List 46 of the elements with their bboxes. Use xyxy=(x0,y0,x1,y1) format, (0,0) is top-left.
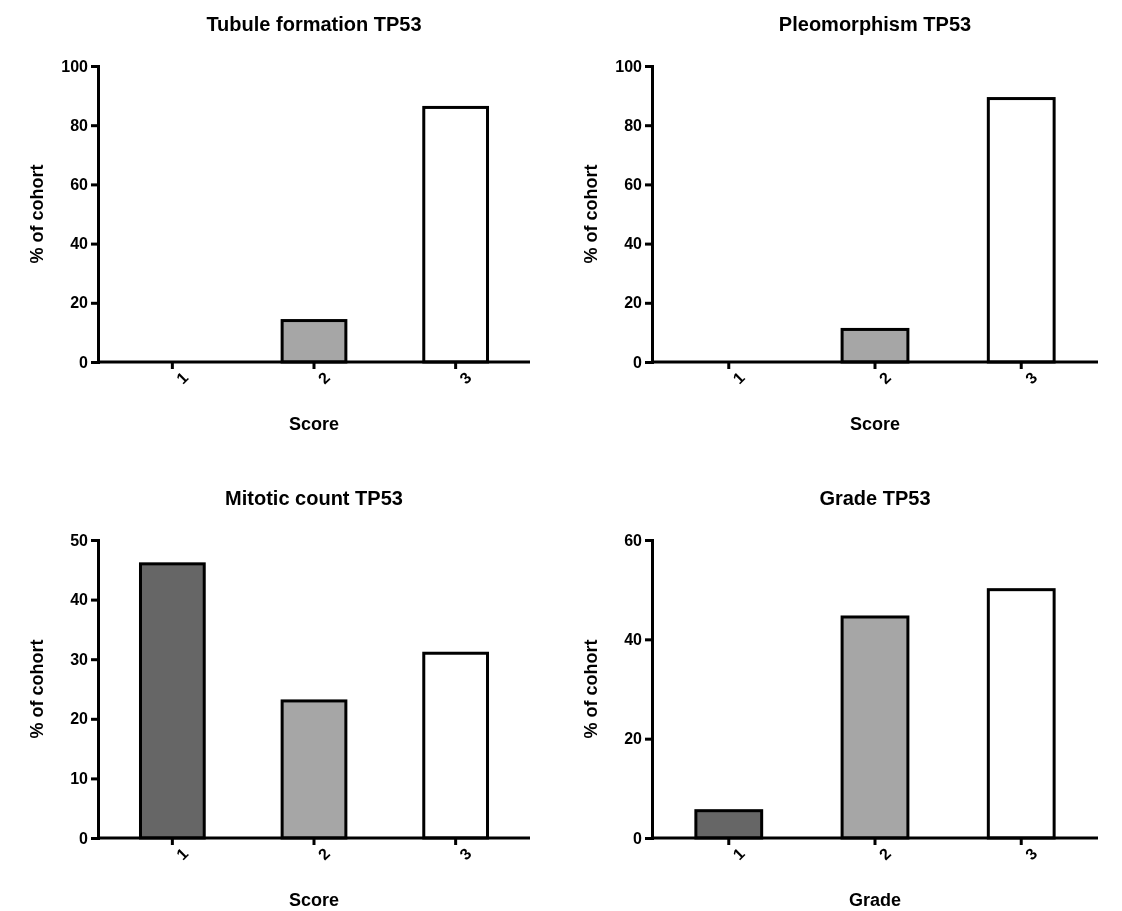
x-tick-label: 3 xyxy=(456,368,475,388)
x-tick-label: 2 xyxy=(875,844,895,864)
y-tick-label: 20 xyxy=(70,294,89,312)
y-tick-label: 20 xyxy=(624,730,643,748)
y-tick-label: 40 xyxy=(624,235,643,253)
x-tick-label: 2 xyxy=(314,844,334,864)
x-tick-label: 1 xyxy=(173,844,192,864)
y-axis-title: % of cohort xyxy=(27,164,47,264)
chart-title: Grade TP53 xyxy=(819,487,931,509)
x-tick-label: 2 xyxy=(314,368,334,388)
y-tick-label: 0 xyxy=(79,353,89,371)
chart-title: Mitotic count TP53 xyxy=(225,487,403,509)
x-tick-label: 1 xyxy=(173,368,192,388)
y-axis-title: % of cohort xyxy=(27,639,47,739)
x-tick-label: 3 xyxy=(456,844,475,864)
x-tick-label: 3 xyxy=(1022,844,1041,864)
y-tick-label: 20 xyxy=(70,710,89,728)
x-axis-title: Score xyxy=(849,414,901,434)
x-axis-title: Score xyxy=(288,414,340,434)
y-tick-label: 60 xyxy=(624,531,643,549)
y-tick-label: 40 xyxy=(70,235,89,253)
y-tick-label: 10 xyxy=(70,770,89,788)
y-tick-label: 40 xyxy=(624,630,643,648)
y-axis-title: % of cohort xyxy=(581,639,601,739)
y-tick-label: 80 xyxy=(70,116,89,134)
y-tick-label: 30 xyxy=(70,650,89,668)
y-tick-label: 80 xyxy=(624,116,643,134)
y-tick-label: 100 xyxy=(615,57,643,75)
chart-title: Tubule formation TP53 xyxy=(206,13,422,35)
x-axis-title: Score xyxy=(288,890,340,910)
x-axis-title: Grade xyxy=(848,890,902,910)
x-tick-label: 1 xyxy=(729,844,748,864)
y-tick-label: 100 xyxy=(61,57,89,75)
x-tick-label: 1 xyxy=(729,368,748,388)
y-tick-label: 60 xyxy=(624,176,643,194)
y-tick-label: 60 xyxy=(70,176,89,194)
x-tick-label: 2 xyxy=(875,368,895,388)
y-axis-title: % of cohort xyxy=(581,164,601,264)
y-tick-label: 20 xyxy=(624,294,643,312)
y-tick-label: 0 xyxy=(79,829,89,847)
y-tick-label: 0 xyxy=(633,353,643,371)
y-tick-label: 50 xyxy=(70,531,89,549)
x-tick-label: 3 xyxy=(1022,368,1041,388)
y-tick-label: 0 xyxy=(633,829,643,847)
chart-title: Pleomorphism TP53 xyxy=(778,13,972,35)
y-tick-label: 40 xyxy=(70,591,89,609)
